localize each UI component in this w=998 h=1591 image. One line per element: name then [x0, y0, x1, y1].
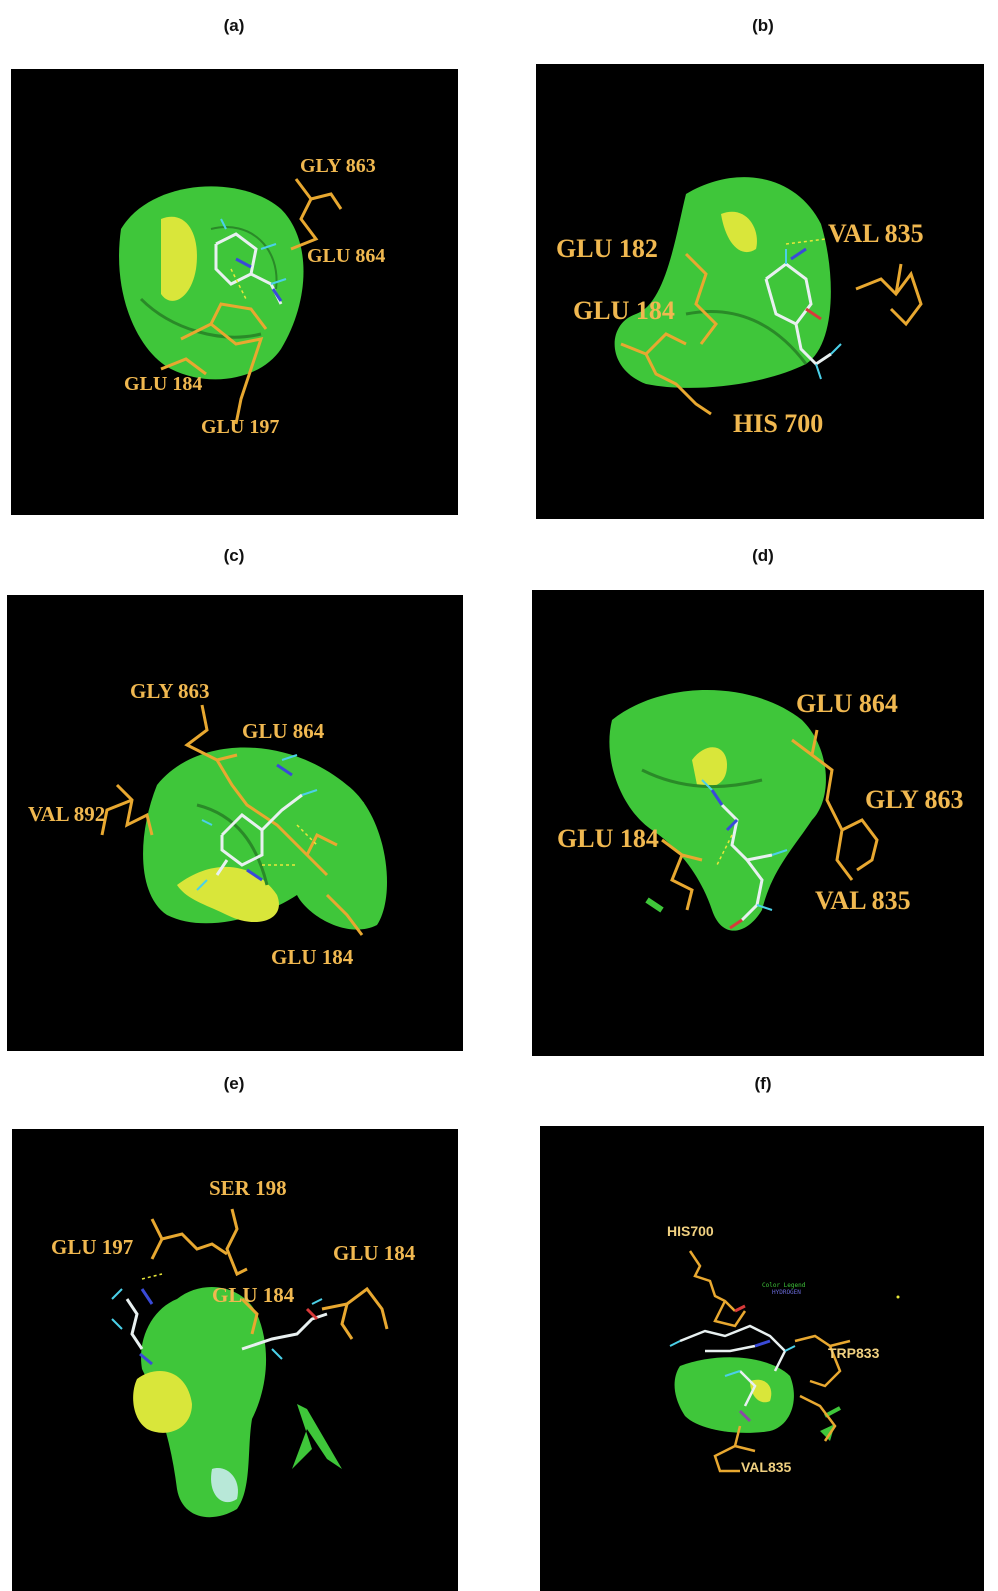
panel-label-c: (c): [223, 546, 245, 565]
panel-a: GLY 863 GLU 864 GLU 184 GLU 197: [11, 69, 458, 515]
panel-d: GLU 864 GLY 863 GLU 184 VAL 835: [532, 590, 984, 1056]
residue-label: GLU 184: [271, 945, 354, 969]
molecular-render-d: [609, 690, 879, 931]
residue-label: GLU 864: [796, 689, 898, 718]
color-legend-entry: HYDROGEN: [772, 1289, 801, 1296]
residue-label: VAL 835: [828, 219, 924, 248]
panel-b: GLU 182 VAL 835 GLU 184 HIS 700: [536, 64, 984, 519]
molecular-render-e: [111, 1208, 389, 1518]
residue-label: VAL835: [741, 1459, 792, 1475]
residue-label: GLU 184: [333, 1241, 416, 1265]
residue-label: GLU 864: [307, 245, 386, 267]
residue-label: GLU 864: [242, 719, 325, 743]
residue-label: GLU 184: [124, 373, 203, 395]
molecular-render-b: [614, 177, 923, 416]
residue-label: SER 198: [209, 1176, 287, 1200]
panel-f: HIS700 TRP833 VAL835 Color Legend HYDROG…: [540, 1126, 984, 1591]
residue-label: GLU 184: [557, 824, 659, 853]
molecular-render-f: [669, 1250, 900, 1473]
residue-label: GLY 863: [300, 155, 376, 177]
color-legend-title: Color Legend: [762, 1282, 806, 1289]
residue-label: HIS 700: [733, 409, 824, 438]
panel-label-a: (a): [223, 16, 245, 35]
panel-label-d: (d): [752, 546, 774, 565]
panel-label-e: (e): [223, 1074, 245, 1093]
residue-label: VAL 892: [28, 802, 106, 826]
residue-label: GLY 863: [865, 785, 964, 814]
residue-label: GLU 184: [212, 1283, 295, 1307]
molecular-render-a: [119, 178, 343, 425]
residue-label: HIS700: [667, 1223, 714, 1239]
residue-label: GLU 197: [201, 416, 280, 438]
residue-label: GLY 863: [130, 679, 210, 703]
residue-label: GLU 182: [556, 234, 658, 263]
panel-c: GLY 863 GLU 864 VAL 892 GLU 184: [7, 595, 463, 1051]
residue-label: VAL 835: [815, 886, 911, 915]
panel-e: SER 198 GLU 197 GLU 184 GLU 184: [12, 1129, 458, 1591]
panel-label-f: (f): [754, 1074, 772, 1093]
panel-label-b: (b): [752, 16, 774, 35]
residue-label: GLU 184: [573, 296, 675, 325]
molecular-render-c: [100, 704, 387, 936]
residue-label: TRP833: [828, 1345, 880, 1361]
residue-label: GLU 197: [51, 1235, 134, 1259]
